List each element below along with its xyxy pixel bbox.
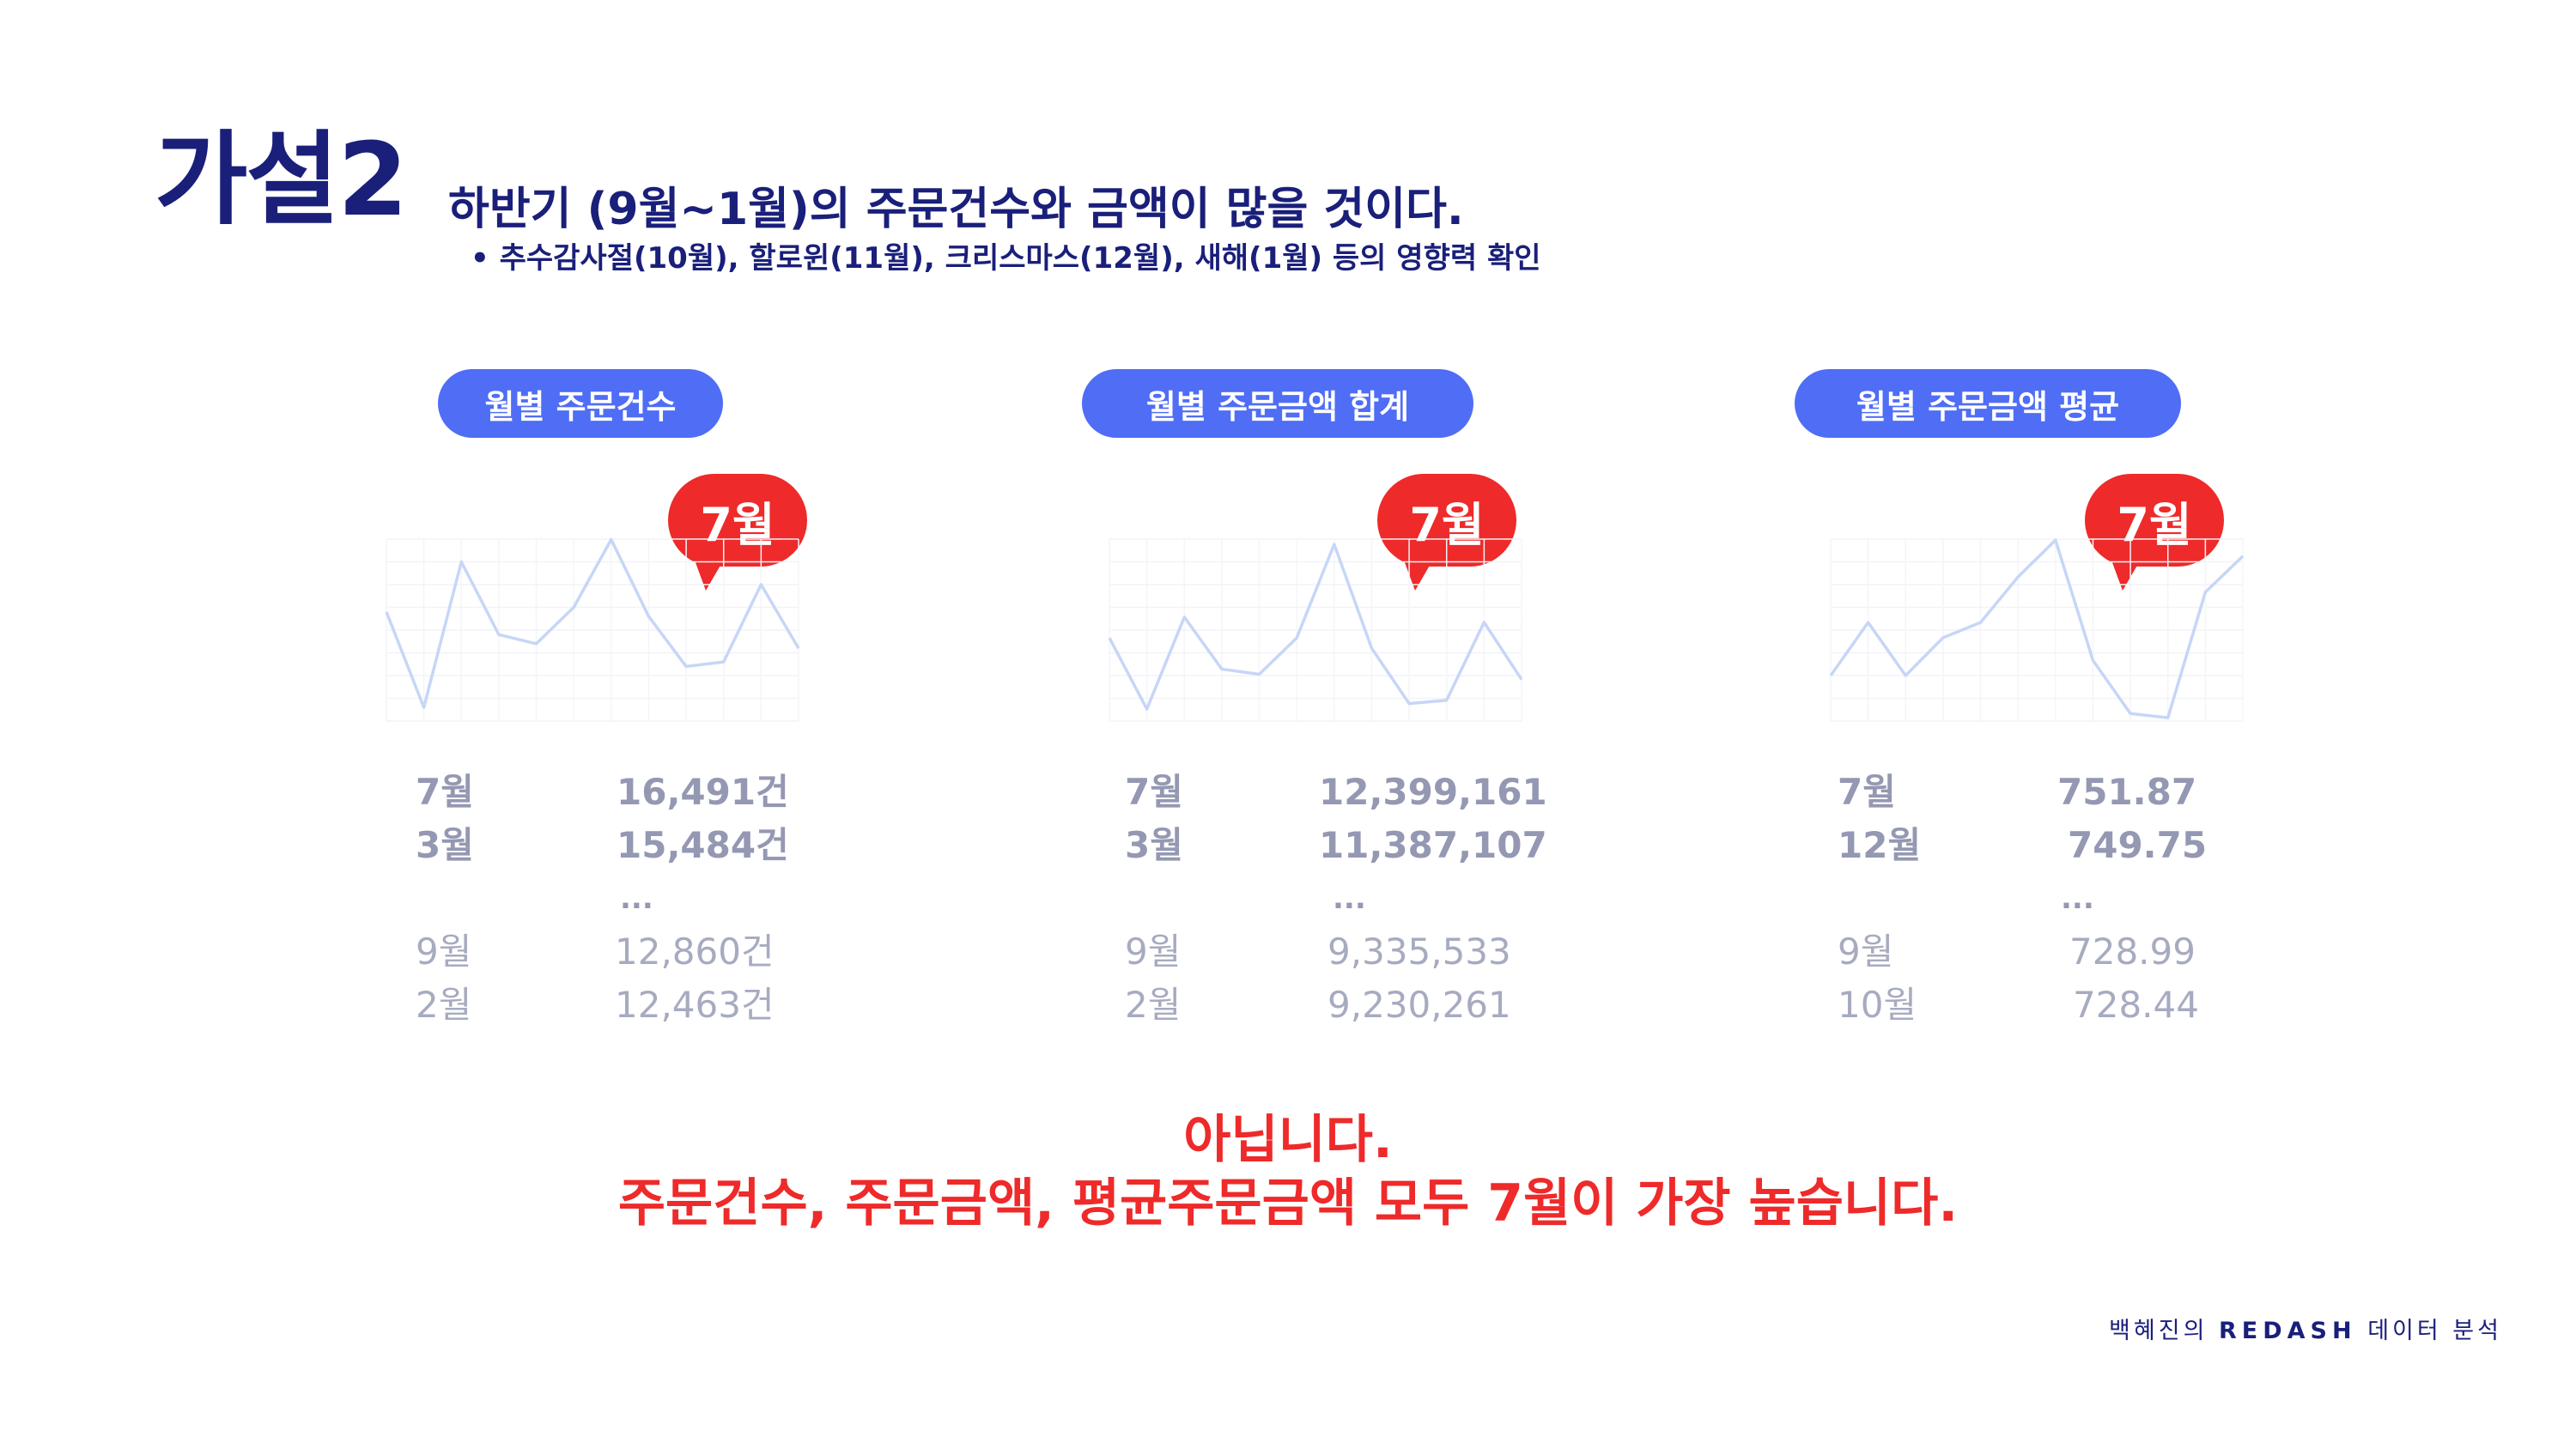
stat-value: 16,491건 xyxy=(617,771,789,813)
line-chart-order-total xyxy=(1084,524,1539,755)
line-chart-order-average xyxy=(1805,524,2260,755)
callout-bubble-order-average: 7월 xyxy=(2085,474,2224,567)
stat-value: 11,387,107 xyxy=(1319,824,1547,866)
stat-month: 7월 xyxy=(416,771,474,813)
stat-month: 7월 xyxy=(1838,771,1896,813)
stat-value: 9,335,533 xyxy=(1327,931,1511,973)
stat-value: 15,484건 xyxy=(617,824,789,866)
line-chart-order-count xyxy=(361,524,816,755)
stat-value: 12,860건 xyxy=(615,931,775,973)
callout-bubble-order-total: 7월 xyxy=(1377,474,1516,567)
stat-ellipsis: ... xyxy=(1333,882,1366,916)
chart-series-line xyxy=(1108,543,1523,711)
stat-value: 12,463건 xyxy=(615,984,775,1026)
chart-series-line xyxy=(1829,538,2245,719)
panel-pill-order-count: 월별 주문건수 xyxy=(438,369,723,438)
footer-brand: REDASH xyxy=(2219,1318,2357,1344)
chart-series-line xyxy=(385,537,800,709)
conclusion-answer: 아닙니다. xyxy=(1183,1110,1393,1170)
stat-month: 2월 xyxy=(416,984,472,1026)
callout-bubble-order-count: 7월 xyxy=(668,474,807,567)
stat-month: 9월 xyxy=(1838,931,1894,973)
footer-prefix: 백혜진의 xyxy=(2109,1318,2208,1344)
slide-title: 가설2 xyxy=(155,120,408,239)
hypothesis-bullet: • 추수감사절(10월), 할로윈(11월), 크리스마스(12월), 새해(1… xyxy=(471,241,1541,276)
hypothesis-statement: 하반기 (9월~1월)의 주문건수와 금액이 많을 것이다. xyxy=(448,184,1464,235)
stat-value: 728.99 xyxy=(2069,931,2196,973)
stat-ellipsis: ... xyxy=(2061,882,2094,916)
stat-month: 10월 xyxy=(1838,984,1917,1026)
stat-value: 9,230,261 xyxy=(1327,984,1511,1026)
stat-month: 9월 xyxy=(1125,931,1182,973)
stat-month: 2월 xyxy=(1125,984,1182,1026)
stat-month: 3월 xyxy=(416,824,474,866)
footer-suffix: 데이터 분석 xyxy=(2367,1318,2502,1344)
stat-value: 12,399,161 xyxy=(1319,771,1547,813)
stat-month: 7월 xyxy=(1125,771,1183,813)
stat-month: 9월 xyxy=(416,931,472,973)
footer-credit: 백혜진의 REDASH 데이터 분석 xyxy=(2109,1312,2502,1345)
stat-value: 728.44 xyxy=(2073,984,2199,1026)
stat-ellipsis: ... xyxy=(620,882,653,916)
stat-value: 751.87 xyxy=(2057,771,2197,813)
panel-pill-order-total: 월별 주문금액 합계 xyxy=(1082,369,1473,438)
stat-value: 749.75 xyxy=(2068,824,2208,866)
stat-month: 3월 xyxy=(1125,824,1183,866)
stat-month: 12월 xyxy=(1838,824,1922,866)
conclusion-detail: 주문건수, 주문금액, 평균주문금액 모두 7월이 가장 높습니다. xyxy=(617,1173,1959,1234)
panel-pill-order-average: 월별 주문금액 평균 xyxy=(1795,369,2181,438)
